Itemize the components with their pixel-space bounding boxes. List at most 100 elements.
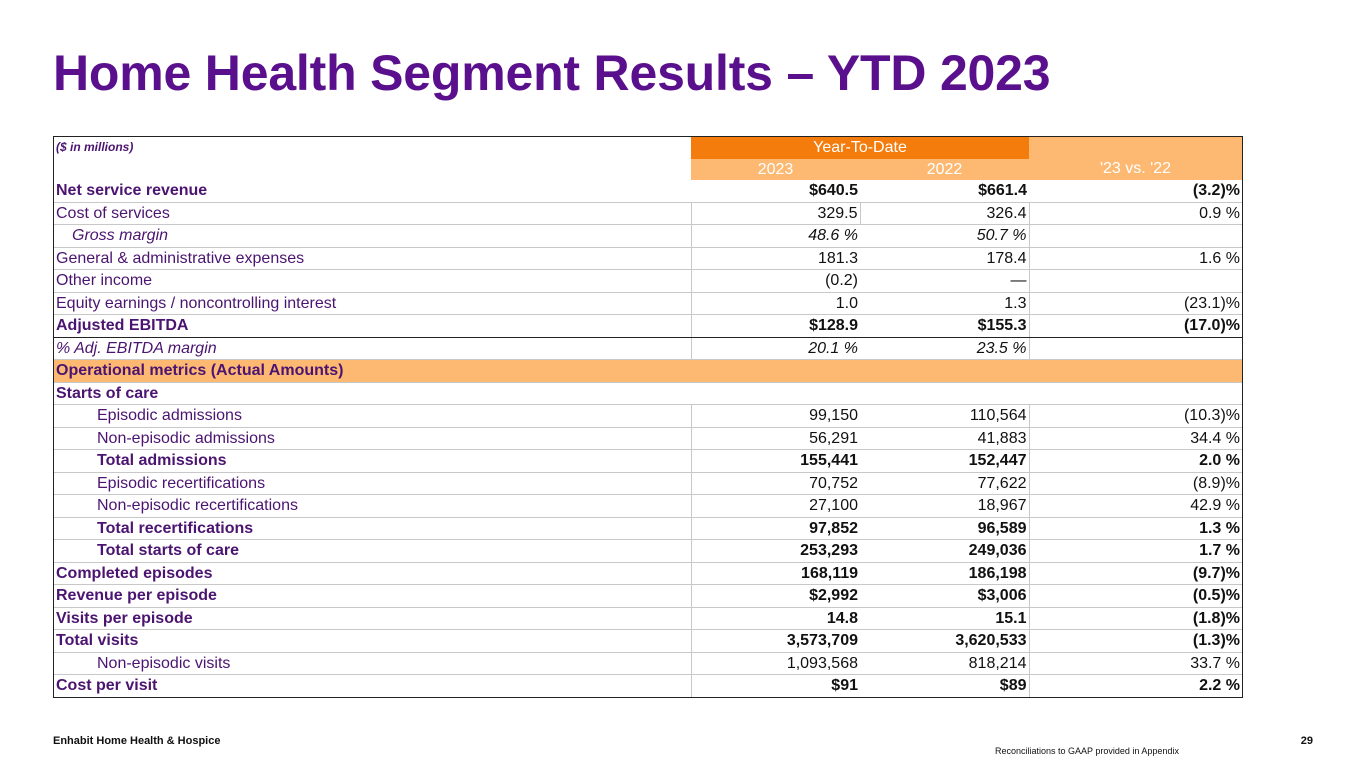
value-2023: 70,752 bbox=[690, 472, 860, 495]
value-2023: $91 bbox=[690, 674, 860, 697]
value-change: 1.6 % bbox=[1028, 247, 1242, 270]
value-change: 42.9 % bbox=[1028, 494, 1242, 518]
value-2023: 99,150 bbox=[690, 404, 860, 428]
row-label: Other income bbox=[54, 269, 691, 293]
value-2022: 96,589 bbox=[860, 517, 1029, 540]
value-2022: 818,214 bbox=[860, 652, 1029, 675]
value-change: (3.2)% bbox=[1029, 180, 1242, 203]
results-table: ($ in millions) Year-To-Date '23 vs. '22… bbox=[53, 136, 1243, 698]
row-label: Total admissions bbox=[54, 449, 691, 473]
value-2022: 178.4 bbox=[860, 247, 1029, 270]
table-row: Non-episodic recertifications 27,100 18,… bbox=[54, 494, 1242, 518]
value-2023: 168,119 bbox=[690, 562, 860, 585]
row-label: Cost of services bbox=[54, 202, 691, 225]
value-2023: $128.9 bbox=[690, 314, 860, 338]
value-2023: 3,573,709 bbox=[690, 629, 860, 653]
value-2022: 1.3 bbox=[860, 292, 1029, 315]
table-row: Starts of care bbox=[54, 382, 1242, 405]
value-2022: 41,883 bbox=[860, 427, 1029, 450]
table-row: % Adj. EBITDA margin 20.1 % 23.5 % bbox=[54, 337, 1242, 360]
units-note: ($ in millions) bbox=[56, 140, 134, 154]
value-2023: (0.2) bbox=[690, 269, 860, 293]
row-label: Revenue per episode bbox=[54, 584, 691, 608]
page-number: 29 bbox=[1300, 735, 1313, 747]
row-label: Adjusted EBITDA bbox=[54, 314, 691, 338]
table-row: Visits per episode 14.8 15.1 (1.8)% bbox=[54, 607, 1242, 630]
table-row: Cost of services 329.5 326.4 0.9 % bbox=[54, 202, 1242, 225]
value-2023: $2,992 bbox=[690, 584, 860, 608]
value-2023: 27,100 bbox=[690, 494, 860, 518]
table-row: Episodic recertifications 70,752 77,622 … bbox=[54, 472, 1242, 495]
row-label: Total recertifications bbox=[54, 517, 691, 540]
value-change: (1.8)% bbox=[1028, 607, 1242, 630]
value-change: (23.1)% bbox=[1028, 292, 1242, 315]
col-2022-header: 2022 bbox=[860, 158, 1029, 180]
company-name: Enhabit Home Health & Hospice bbox=[53, 735, 221, 747]
row-label: Starts of care bbox=[54, 382, 1242, 405]
value-2022: $155.3 bbox=[860, 314, 1029, 338]
value-2022: 23.5 % bbox=[860, 337, 1029, 360]
value-2023: 181.3 bbox=[690, 247, 860, 270]
value-change: (17.0)% bbox=[1028, 314, 1242, 338]
section-label: Operational metrics (Actual Amounts) bbox=[54, 359, 1242, 383]
value-change: 33.7 % bbox=[1028, 652, 1242, 675]
value-2023: 56,291 bbox=[690, 427, 860, 450]
value-2023: 20.1 % bbox=[690, 337, 860, 360]
row-label: Total visits bbox=[54, 629, 691, 653]
table-row: Revenue per episode $2,992 $3,006 (0.5)% bbox=[54, 584, 1242, 608]
value-change: (8.9)% bbox=[1028, 472, 1242, 495]
value-change bbox=[1028, 224, 1242, 248]
row-label: % Adj. EBITDA margin bbox=[54, 337, 691, 360]
table-row: Equity earnings / noncontrolling interes… bbox=[54, 292, 1242, 315]
value-2022: 110,564 bbox=[860, 404, 1029, 428]
table-row: Gross margin 48.6 % 50.7 % bbox=[54, 224, 1242, 248]
row-label: Cost per visit bbox=[56, 677, 158, 695]
value-2022: 50.7 % bbox=[860, 224, 1029, 248]
value-change: (1.3)% bbox=[1028, 629, 1242, 653]
value-change: 34.4 % bbox=[1028, 427, 1242, 450]
row-label: Total starts of care bbox=[54, 539, 691, 563]
table-row: Total starts of care 253,293 249,036 1.7… bbox=[54, 539, 1242, 563]
value-change bbox=[1028, 269, 1242, 293]
value-change: 2.2 % bbox=[1028, 674, 1242, 697]
table-row: Completed episodes 168,119 186,198 (9.7)… bbox=[54, 562, 1242, 585]
row-label: Visits per episode bbox=[54, 607, 691, 630]
change-column-header: '23 vs. '22 bbox=[1029, 137, 1242, 180]
value-2022: $89 bbox=[999, 677, 1027, 695]
table-row: Other income (0.2) — bbox=[54, 269, 1242, 293]
col-2023-header: 2023 bbox=[691, 158, 860, 180]
gaap-note: Reconciliations to GAAP provided in Appe… bbox=[995, 746, 1179, 756]
value-2023: 97,852 bbox=[690, 517, 860, 540]
value-change: 2.0 % bbox=[1028, 449, 1242, 473]
value-2022: 3,620,533 bbox=[860, 629, 1029, 653]
table-row: Cost per visit $91 $89 2.2 % bbox=[54, 674, 1242, 697]
year-to-date-header: Year-To-Date bbox=[691, 137, 1029, 159]
table-row: Total admissions 155,441 152,447 2.0 % bbox=[54, 449, 1242, 473]
table-row: Net service revenue $640.5 $661.4 (3.2)% bbox=[54, 180, 1242, 203]
row-label: Gross margin bbox=[54, 224, 691, 248]
value-change: (0.5)% bbox=[1028, 584, 1242, 608]
row-label: Episodic recertifications bbox=[54, 472, 691, 495]
value-2022: 249,036 bbox=[860, 539, 1029, 563]
value-change: 1.3 % bbox=[1028, 517, 1242, 540]
page-title: Home Health Segment Results – YTD 2023 bbox=[53, 45, 1051, 101]
table-row: General & administrative expenses 181.3 … bbox=[54, 247, 1242, 270]
value-2023: 48.6 % bbox=[690, 224, 860, 248]
value-2022: 18,967 bbox=[860, 494, 1029, 518]
value-2023: 1.0 bbox=[690, 292, 860, 315]
value-2022: 326.4 bbox=[860, 202, 1029, 225]
value-2023: 253,293 bbox=[690, 539, 860, 563]
value-2023: 1,093,568 bbox=[690, 652, 860, 675]
value-2023: 14.8 bbox=[690, 607, 860, 630]
value-change: 1.7 % bbox=[1028, 539, 1242, 563]
table-row: Non-episodic visits 1,093,568 818,214 33… bbox=[54, 652, 1242, 675]
value-2023: $640.5 bbox=[691, 180, 860, 203]
row-label: Equity earnings / noncontrolling interes… bbox=[54, 292, 691, 315]
table-row: Adjusted EBITDA $128.9 $155.3 (17.0)% bbox=[54, 314, 1242, 338]
value-change: (9.7)% bbox=[1028, 562, 1242, 585]
value-2022: 152,447 bbox=[860, 449, 1029, 473]
value-2022: 15.1 bbox=[860, 607, 1029, 630]
value-2023: 329.5 bbox=[690, 202, 861, 225]
value-2022: 186,198 bbox=[860, 562, 1029, 585]
row-label: General & administrative expenses bbox=[54, 247, 691, 270]
